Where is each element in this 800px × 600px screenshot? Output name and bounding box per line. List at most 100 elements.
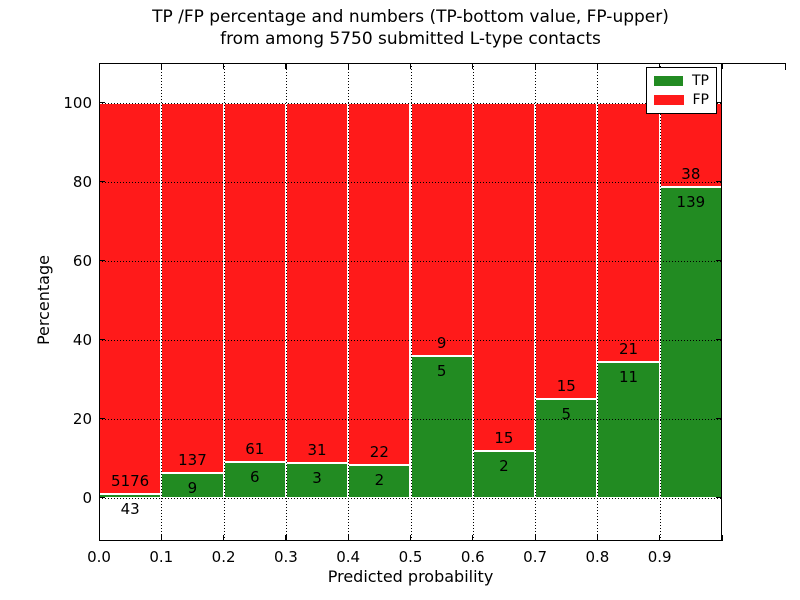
plot-area: 5176 43 137 9 61 6 31 3 22 2 9 5 15 2 15 5 21 11 38 139 TP … <box>98 63 787 541</box>
bar-segment-fp <box>348 102 411 465</box>
bar-segment-fp <box>597 102 660 362</box>
x-tick-mark-top <box>160 63 162 69</box>
y-tick-mark-right <box>716 418 722 420</box>
x-axis-label: Predicted probability <box>327 567 494 586</box>
vertical-gridline <box>348 63 350 541</box>
bar-label-fp: 15 <box>556 376 576 395</box>
y-tick-mark-right <box>716 260 722 262</box>
vertical-gridline <box>285 63 287 541</box>
y-axis-label: Percentage <box>34 255 53 346</box>
legend: TP FP <box>646 67 717 114</box>
bar-label-fp: 21 <box>619 339 639 358</box>
y-tick-mark <box>99 418 105 420</box>
legend-swatch-fp <box>654 95 684 106</box>
bar-segment-fp <box>410 102 473 357</box>
vertical-gridline <box>659 63 661 541</box>
x-tick-mark <box>410 535 412 541</box>
left-spine <box>99 63 101 541</box>
bar-label-fp: 5176 <box>111 472 150 491</box>
bar-label-tp: 6 <box>249 468 260 487</box>
x-tick-label: 0.5 <box>398 548 423 566</box>
bar-label-fp: 22 <box>369 442 389 461</box>
x-tick-mark-top <box>410 63 412 69</box>
y-tick-mark <box>99 260 105 262</box>
top-spine <box>99 63 722 65</box>
vertical-gridline <box>223 63 225 541</box>
y-tick-label: 100 <box>63 93 92 112</box>
top-spine-extension <box>722 63 786 65</box>
x-tick-mark <box>160 535 162 541</box>
y-tick-label: 40 <box>72 330 92 349</box>
y-tick-label: 20 <box>72 409 92 428</box>
x-tick-mark <box>659 535 661 541</box>
x-tick-mark <box>534 535 536 541</box>
y-tick-label: 60 <box>72 251 92 270</box>
bar-label-fp: 137 <box>178 451 207 470</box>
bar-segment-fp <box>659 102 722 188</box>
x-tick-mark-top <box>472 63 474 69</box>
bar-label-tp: 2 <box>499 457 509 476</box>
legend-item-tp: TP <box>654 74 709 88</box>
bar-segment-tp <box>535 398 598 498</box>
bar-segment-fp <box>535 102 598 399</box>
y-tick-mark-right <box>716 102 722 104</box>
x-tick-label: 0.1 <box>149 548 174 566</box>
x-tick-mark-top <box>223 63 225 69</box>
x-tick-mark-top <box>285 63 287 69</box>
vertical-gridline <box>597 63 599 541</box>
chart-title-line1: TP /FP percentage and numbers (TP-bottom… <box>152 7 669 27</box>
x-tick-mark <box>721 535 723 541</box>
bar-segment-tp <box>285 462 349 498</box>
bar-segment-fp <box>223 102 286 463</box>
bar-segment-fp <box>285 102 349 463</box>
x-tick-label: 0.9 <box>647 548 672 566</box>
y-tick-mark <box>99 497 105 499</box>
bar-label-tp: 2 <box>374 470 385 489</box>
y-tick-label: 0 <box>82 488 92 507</box>
bar-label-tp: 11 <box>619 367 639 386</box>
x-tick-label: 0.4 <box>336 548 361 566</box>
legend-item-fp: FP <box>654 93 709 107</box>
bar-segment-tp <box>597 361 660 498</box>
x-tick-label: 0.7 <box>523 548 548 566</box>
chart-title: TP /FP percentage and numbers (TP-bottom… <box>99 6 722 50</box>
x-tick-mark-top <box>347 63 349 69</box>
x-tick-mark <box>472 535 474 541</box>
x-tick-label: 0.8 <box>585 548 610 566</box>
y-tick-mark <box>99 339 105 341</box>
bar-label-tp: 139 <box>676 193 706 212</box>
bar-label-fp: 61 <box>245 440 265 459</box>
legend-swatch-tp <box>654 75 683 86</box>
bar-label-tp: 5 <box>436 362 447 381</box>
x-tick-mark-top <box>659 63 661 69</box>
y-tick-label: 80 <box>72 172 92 191</box>
bar-label-tp: 9 <box>187 479 198 498</box>
bar-label-tp: 3 <box>312 468 322 487</box>
vertical-gridline <box>161 63 163 541</box>
bar-label-tp: 43 <box>120 500 140 519</box>
vertical-gridline <box>535 63 537 541</box>
top-spine-extension-tick <box>785 63 787 70</box>
bar-label-tp: 5 <box>561 404 572 423</box>
bar-segment-tp <box>472 451 536 498</box>
bar-segment-fp <box>472 102 536 452</box>
x-tick-mark <box>596 535 599 541</box>
bar-segment-tp <box>659 187 722 498</box>
right-spine <box>720 63 722 541</box>
y-tick-mark <box>99 102 105 104</box>
bar-segment-tp <box>161 473 224 498</box>
x-tick-mark <box>285 535 287 541</box>
x-tick-label: 0.6 <box>460 548 485 566</box>
bar-label-fp: 38 <box>681 165 701 184</box>
x-tick-label: 0.2 <box>211 548 236 566</box>
x-tick-label: 0.3 <box>273 548 298 566</box>
vertical-gridline <box>410 63 412 541</box>
vertical-gridline <box>472 63 474 541</box>
y-tick-mark-right <box>716 339 722 341</box>
bar-label-fp: 15 <box>494 429 514 448</box>
x-tick-mark <box>347 535 349 541</box>
legend-label-tp: TP <box>692 72 709 89</box>
bar-segment-tp <box>348 464 411 498</box>
x-tick-mark-top <box>721 63 723 69</box>
